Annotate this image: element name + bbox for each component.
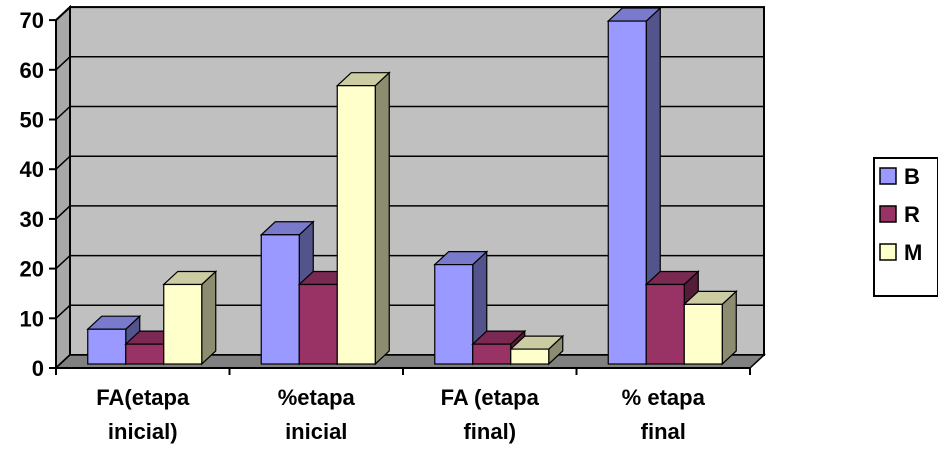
bar-side-face: [374, 71, 390, 366]
legend-label-R: R: [904, 202, 920, 227]
chart-legend: BRM: [873, 157, 938, 297]
bar-front-face: [87, 328, 127, 365]
bar-front-face: [510, 348, 550, 365]
bar-front-face: [336, 85, 376, 365]
bar-front-face: [298, 283, 338, 365]
bar-side-face: [201, 270, 217, 366]
y-tick-label: 0: [32, 356, 44, 381]
bar-front-face: [607, 20, 647, 365]
bar-front-face: [645, 283, 685, 365]
y-tick-label: 20: [20, 257, 44, 282]
bar-M: [162, 270, 218, 366]
y-tick-label: 70: [20, 8, 44, 33]
bar-M: [509, 334, 565, 366]
bar-M: [335, 71, 391, 366]
x-category-label: FA(etapa inicial): [96, 385, 190, 444]
legend-swatch-R: [879, 205, 897, 223]
bar-B: [86, 314, 142, 366]
x-category-label-line: final: [641, 419, 686, 444]
bar-B: [433, 250, 489, 366]
y-axis-tick-labels: 0 10 20 30 40 50 60 70: [20, 8, 44, 381]
x-category-label-line: inicial: [285, 419, 347, 444]
chart-axes: [49, 19, 751, 375]
x-category-label-line: final): [463, 419, 516, 444]
legend-label-B: B: [904, 164, 920, 189]
x-axis-category-labels: FA(etapa inicial) %etapa inicial FA (etapa fi…: [96, 385, 705, 444]
gridline: [55, 155, 764, 170]
chart-gridlines: [55, 6, 764, 319]
bar-front-face: [125, 343, 165, 365]
x-category-label-line: % etapa: [622, 385, 706, 410]
bar-front-face: [163, 283, 203, 365]
y-tick-label: 30: [20, 207, 44, 232]
y-tick-label: 10: [20, 306, 44, 331]
bar-front-face: [434, 264, 474, 365]
chart-bars: [86, 6, 738, 366]
legend-swatch-B: [879, 167, 897, 185]
y-tick-label: 50: [20, 108, 44, 133]
x-category-label: %etapa inicial: [278, 385, 356, 444]
legend-swatch-M: [879, 243, 897, 261]
x-category-label: % etapa final: [622, 385, 706, 444]
bar-B: [606, 6, 662, 366]
gridline: [55, 6, 764, 21]
x-category-label-line: FA(etapa: [96, 385, 190, 410]
x-category-label-line: inicial): [108, 419, 178, 444]
y-tick-label: 60: [20, 58, 44, 83]
gridline: [55, 304, 764, 319]
gridline: [55, 105, 764, 121]
y-tick-label: 40: [20, 157, 44, 182]
bar-front-face: [683, 303, 723, 365]
legend-label-M: M: [904, 240, 922, 265]
gridline: [55, 205, 764, 220]
bar-M: [682, 289, 738, 366]
bar-front-face: [472, 343, 512, 365]
x-category-label-line: FA (etapa: [441, 385, 540, 410]
gridline: [55, 56, 764, 71]
x-category-label-line: %etapa: [278, 385, 356, 410]
plot-side-wall: [55, 4, 71, 371]
gridline: [55, 254, 764, 270]
x-category-label: FA (etapa final): [441, 385, 540, 444]
bar-front-face: [260, 234, 300, 365]
